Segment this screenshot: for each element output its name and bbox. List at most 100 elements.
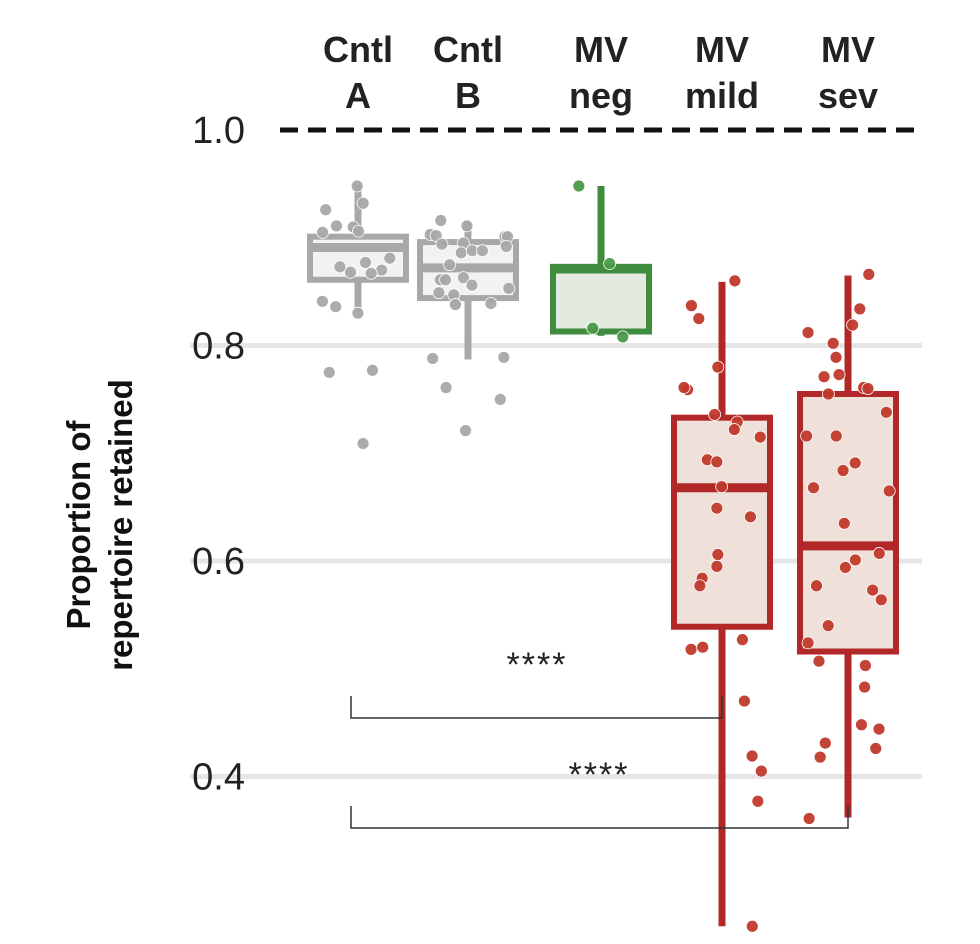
data-point (322, 366, 336, 379)
y-tick-labels: 0.4 0.6 0.8 1.0 (192, 110, 245, 799)
data-point (754, 764, 768, 778)
data-point (736, 633, 749, 647)
data-point (356, 196, 370, 210)
data-point (858, 659, 872, 672)
significance-bracket (350, 696, 723, 719)
category-labels: Cntl A Cntl B MV neg MV mild MV sev (323, 29, 878, 116)
significance-label: **** (569, 756, 630, 794)
data-point (319, 203, 333, 217)
data-point (837, 516, 851, 530)
data-point (801, 636, 815, 650)
data-point (866, 583, 880, 597)
data-point (439, 381, 453, 394)
data-point (476, 244, 489, 258)
category-label-line-2: neg (569, 75, 633, 116)
data-point (454, 246, 468, 260)
data-point (457, 271, 470, 285)
data-point (493, 392, 507, 406)
boxes (307, 179, 899, 933)
data-point (810, 579, 823, 593)
data-point (727, 423, 741, 436)
category-label-line-2: B (455, 75, 481, 116)
data-point (751, 794, 765, 808)
data-point (677, 381, 691, 394)
data-point (822, 387, 835, 401)
category-label-line-1: MV (574, 29, 628, 70)
data-point (728, 274, 742, 288)
y-axis-label-line-2: repertoire retained (102, 379, 139, 671)
data-point (826, 336, 840, 350)
box-iqr (797, 390, 899, 655)
data-point (603, 257, 617, 271)
category-label-line-2: sev (818, 75, 878, 116)
category-label-line-1: MV (695, 29, 749, 70)
data-point (435, 237, 449, 251)
data-point (708, 408, 722, 421)
data-point (696, 640, 710, 654)
data-point (497, 350, 511, 364)
data-point (745, 749, 759, 763)
data-point (832, 368, 846, 381)
data-point (710, 455, 724, 469)
data-point (586, 321, 600, 335)
data-point (800, 429, 813, 443)
significance-label: **** (507, 646, 568, 684)
y-axis-label-line-1: Proportion of (60, 420, 97, 630)
box-group (550, 179, 652, 344)
data-point (812, 654, 826, 668)
data-point (333, 260, 347, 274)
data-point (316, 225, 329, 239)
data-point (710, 501, 724, 515)
data-point (715, 480, 729, 494)
data-point (829, 350, 843, 364)
data-point (351, 306, 365, 320)
data-point (356, 437, 370, 450)
data-point (737, 694, 751, 708)
y-tick-label: 0.4 (192, 757, 245, 799)
data-point (802, 812, 816, 825)
significance-bracket (350, 806, 849, 829)
data-point (366, 363, 379, 377)
data-point (839, 561, 852, 574)
data-point (711, 548, 725, 561)
y-tick-label: 1.0 (192, 110, 245, 152)
data-point (853, 302, 867, 316)
data-point (616, 330, 630, 344)
data-point (710, 559, 724, 573)
significance-brackets: **** **** (350, 646, 849, 829)
data-point (745, 919, 759, 933)
box-group (307, 179, 409, 450)
data-point (684, 642, 698, 656)
data-point (329, 300, 343, 314)
category-label-line-1: MV (821, 29, 875, 70)
box-group (797, 267, 899, 825)
data-point (693, 579, 707, 593)
data-point (432, 286, 446, 300)
data-point (449, 298, 462, 311)
data-point (364, 266, 378, 280)
data-point (499, 239, 513, 253)
data-point (817, 370, 831, 384)
data-point (484, 297, 498, 310)
data-point (848, 456, 862, 470)
category-label-line-2: mild (685, 75, 759, 116)
data-point (869, 742, 883, 755)
data-point (352, 224, 365, 238)
data-point (855, 718, 868, 732)
data-point (350, 179, 364, 193)
category-label-line-1: Cntl (433, 29, 503, 70)
data-point (874, 593, 888, 607)
y-tick-label: 0.8 (192, 326, 245, 368)
box-group (417, 214, 519, 438)
data-point (821, 619, 835, 633)
box-group (671, 274, 773, 933)
data-point (862, 267, 876, 281)
data-point (685, 299, 698, 313)
data-point (858, 680, 872, 694)
data-point (829, 429, 843, 443)
data-point (882, 484, 896, 498)
data-point (753, 430, 767, 444)
data-point (692, 312, 706, 325)
data-point (872, 722, 886, 736)
